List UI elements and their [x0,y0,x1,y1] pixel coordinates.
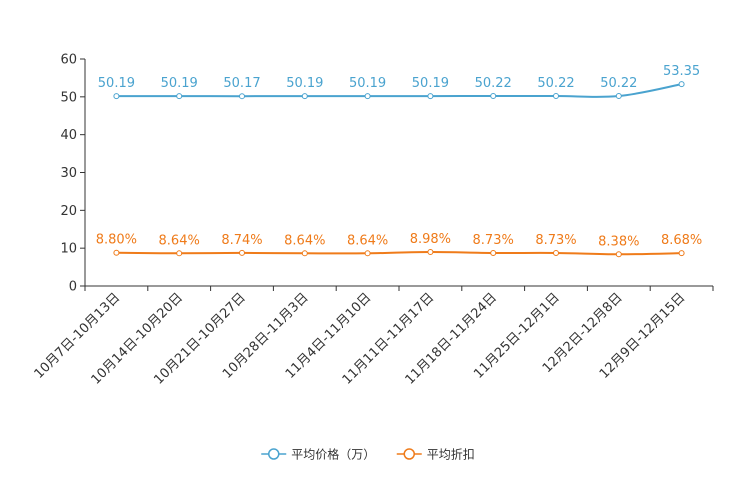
series-1-point[interactable] [615,251,622,258]
series-0-point[interactable] [553,93,559,100]
series-0-point[interactable] [364,93,371,100]
series-0-data-label: 50.22 [600,76,637,91]
series-1-data-label: 8.80% [96,233,137,248]
series-0-point[interactable] [615,93,622,100]
legend-label-1[interactable]: 平均折扣 [427,447,475,462]
series-0-point[interactable] [490,93,497,100]
legend-label-0[interactable]: 平均价格（万） [291,447,375,462]
y-tick-label: 30 [60,166,77,181]
series-1-data-label: 8.64% [159,233,200,248]
series-line-0 [116,83,682,98]
series-1-point[interactable] [678,250,685,257]
series-0-data-label: 50.19 [286,76,323,91]
series-0-point[interactable] [301,93,308,100]
series-1-point[interactable] [176,250,183,257]
series-1-data-label: 8.68% [661,233,702,248]
series-1-data-label: 8.98% [410,232,451,247]
series-0-data-label: 53.35 [663,64,700,79]
series-0-data-label: 50.19 [349,76,386,91]
series-1-point[interactable] [364,250,371,257]
y-tick-label: 40 [60,128,77,143]
legend-marker-1 [403,448,415,460]
series-1-point[interactable] [239,249,245,256]
series-1-data-label: 8.73% [473,233,514,248]
y-tick-label: 60 [60,53,77,68]
series-1-point[interactable] [301,250,308,257]
series-0-point[interactable] [113,93,120,100]
series-1-data-label: 8.64% [284,233,325,248]
series-1-data-label: 8.38% [598,234,639,249]
series-0-point[interactable] [176,93,183,100]
y-tick-label: 20 [60,204,77,219]
series-line-1 [116,251,682,256]
series-0-data-label: 50.19 [412,76,449,91]
series-0-data-label: 50.17 [223,76,260,91]
series-1-data-label: 8.74% [221,233,262,248]
series-1-point[interactable] [427,249,434,256]
y-tick-label: 10 [60,242,77,257]
series-0-point[interactable] [678,81,685,88]
series-0-point[interactable] [239,93,245,100]
series-0-data-label: 50.19 [161,76,198,91]
series-1-point[interactable] [490,249,497,256]
series-0-data-label: 50.22 [537,76,574,91]
y-tick-label: 50 [60,90,77,105]
series-0-data-label: 50.19 [98,76,135,91]
legend-marker-0 [268,448,280,460]
series-1-point[interactable] [553,249,559,256]
series-1-data-label: 8.73% [535,233,576,248]
series-0-data-label: 50.22 [475,76,512,91]
series-1-point[interactable] [113,249,120,256]
y-tick-label: 0 [69,280,77,295]
series-0-point[interactable] [427,93,434,100]
series-1-data-label: 8.64% [347,233,388,248]
